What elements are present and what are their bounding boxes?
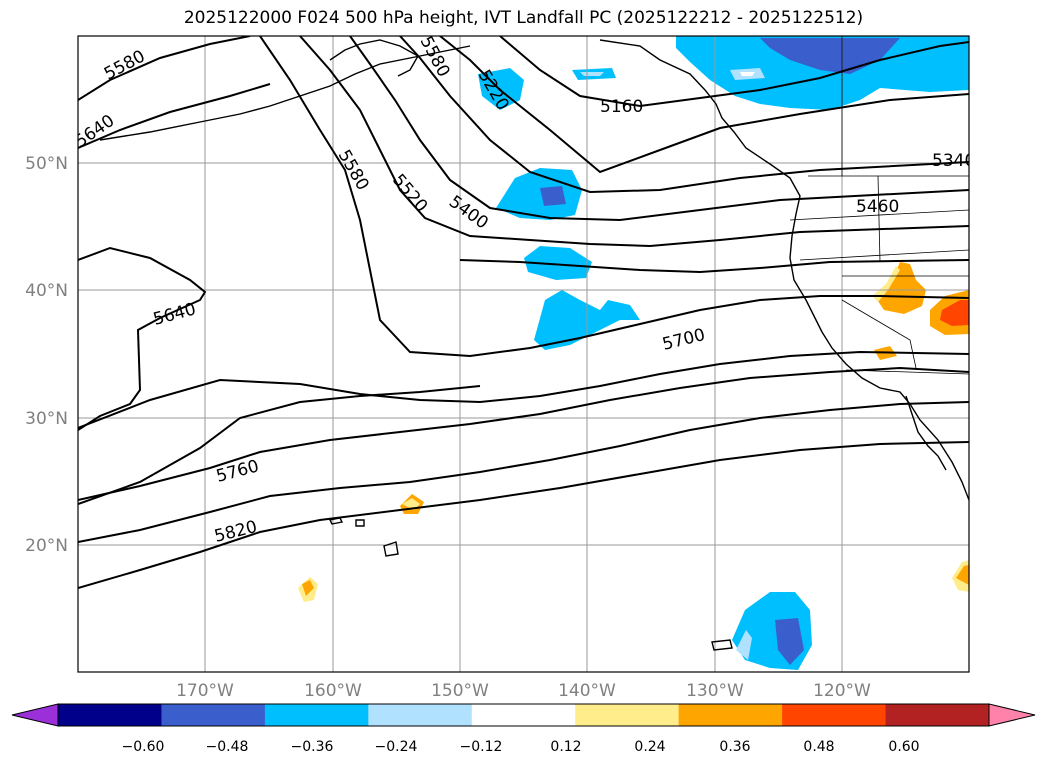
lat-label: 20°N <box>25 536 68 556</box>
map-frame <box>77 35 970 673</box>
colorbar-tick-label: 0.60 <box>888 739 919 755</box>
colorbar-ticks: −0.60 −0.48 −0.36 −0.24 −0.12 0.12 0.24 … <box>122 739 920 755</box>
colorbar-segments <box>58 704 990 726</box>
colorbar-tick-label: 0.24 <box>634 739 665 755</box>
colorbar-extend-low <box>12 704 58 726</box>
colorbar-tick-label: −0.36 <box>291 739 334 755</box>
colorbar-segment <box>368 704 473 726</box>
lat-label: 40°N <box>25 281 68 301</box>
colorbar-segment <box>264 704 369 726</box>
lon-label: 160°W <box>304 681 362 701</box>
latitude-labels: 50°N 40°N 30°N 20°N <box>25 154 68 556</box>
lon-label: 170°W <box>176 681 234 701</box>
height-contours <box>78 36 969 589</box>
longitude-labels: 170°W 160°W 150°W 140°W 130°W 120°W <box>176 681 871 701</box>
contour-label: 5460 <box>856 197 899 217</box>
lat-label: 30°N <box>25 409 68 429</box>
lon-label: 150°W <box>431 681 489 701</box>
colorbar-tick-label: −0.24 <box>375 739 418 755</box>
colorbar-extend-high <box>989 704 1035 726</box>
political-borders <box>789 36 969 375</box>
colorbar-segment <box>161 704 266 726</box>
lat-label: 50°N <box>25 154 68 174</box>
contour-label: 5340 <box>932 151 975 171</box>
colorbar-segment <box>58 704 162 726</box>
colorbar-segment <box>782 704 887 726</box>
lon-label: 120°W <box>813 681 871 701</box>
coastlines <box>99 39 969 651</box>
colorbar-extend-low-outline <box>11 703 59 727</box>
colorbar-segment <box>678 704 783 726</box>
map-title: 2025122000 F024 500 hPa height, IVT Land… <box>183 8 864 28</box>
colorbar-segment <box>471 704 576 726</box>
colorbar-tick-label: −0.60 <box>122 739 165 755</box>
colorbar-tick-label: 0.36 <box>719 739 750 755</box>
lon-label: 130°W <box>686 681 744 701</box>
colorbar-segment <box>575 704 680 726</box>
ivt-positive-shading <box>298 262 969 602</box>
colorbar-tick-label: −0.48 <box>206 739 249 755</box>
colorbar-tick-label: 0.12 <box>550 739 581 755</box>
lon-label: 140°W <box>558 681 616 701</box>
colorbar-extend-high-outline <box>988 703 1036 727</box>
colorbar-tick-label: −0.12 <box>460 739 503 755</box>
colorbar: −0.60 −0.48 −0.36 −0.24 −0.12 0.12 0.24 … <box>11 703 1036 755</box>
colorbar-segment <box>885 704 990 726</box>
colorbar-tick-label: 0.48 <box>803 739 834 755</box>
map-gridlines <box>78 36 969 672</box>
contour-label: 5160 <box>600 97 643 117</box>
